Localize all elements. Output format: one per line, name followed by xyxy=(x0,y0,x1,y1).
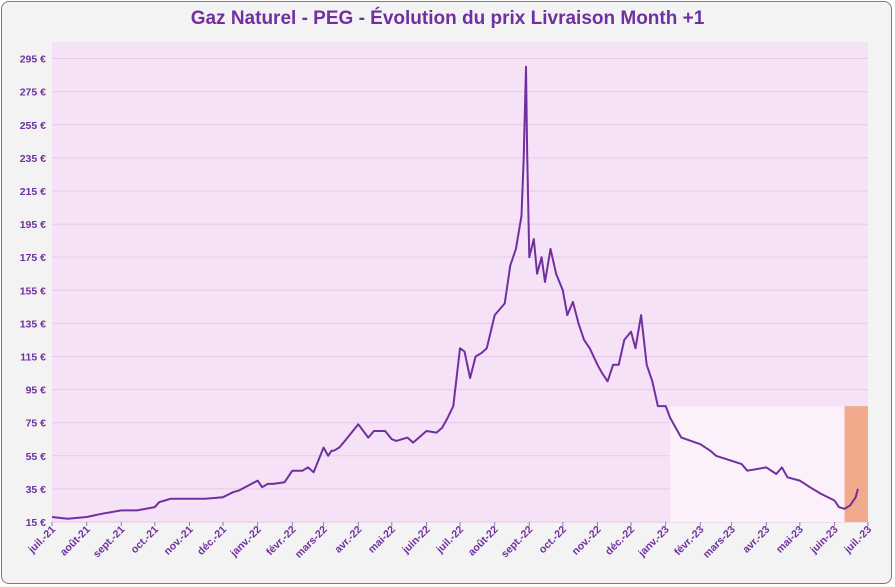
y-tick-label: 35 € xyxy=(26,484,47,496)
y-tick-label: 155 € xyxy=(20,285,46,297)
highlight-regions xyxy=(670,406,868,522)
y-tick-label: 275 € xyxy=(20,87,46,99)
y-tick-label: 115 € xyxy=(20,351,46,363)
x-tick-label: août-22 xyxy=(466,524,501,559)
x-tick-label: janv.-22 xyxy=(228,524,264,560)
x-tick-label: déc.-21 xyxy=(195,524,229,558)
x-tick-label: juin-22 xyxy=(399,524,432,557)
y-tick-label: 175 € xyxy=(20,252,46,264)
x-tick-label: nov.-22 xyxy=(570,524,604,558)
x-tick-label: août-21 xyxy=(58,524,93,559)
x-tick-label: sept.-22 xyxy=(499,524,536,561)
x-tick-label: mai-22 xyxy=(366,524,398,556)
y-tick-label: 295 € xyxy=(20,54,46,66)
y-tick-label: 55 € xyxy=(26,451,47,463)
x-tick-label: oct.-22 xyxy=(537,524,570,557)
x-tick-label: juin-23 xyxy=(807,524,840,557)
price-line xyxy=(51,65,859,520)
y-axis-ticks: 15 € 35 € 55 € 75 € 95 € 115 € 135 € 155 € 175 €… xyxy=(20,54,46,529)
y-tick-label: 215 € xyxy=(20,186,46,198)
x-tick-label: juil.-23 xyxy=(841,524,874,557)
y-tick-label: 235 € xyxy=(20,153,46,165)
x-tick-label: avr.-22 xyxy=(332,524,364,556)
y-tick-label: 195 € xyxy=(20,219,46,231)
y-tick-label: 75 € xyxy=(26,418,47,430)
x-tick-label: oct.-21 xyxy=(129,524,162,557)
y-tick-label: 15 € xyxy=(26,517,47,529)
y-tick-label: 255 € xyxy=(20,120,46,132)
x-tick-label: mars-22 xyxy=(293,524,330,561)
x-tick-label: mars-23 xyxy=(701,524,738,561)
x-tick-label: avr.-23 xyxy=(740,524,772,556)
y-tick-label: 95 € xyxy=(26,385,47,397)
x-tick-label: nov.-21 xyxy=(162,524,196,558)
shaded-region xyxy=(670,406,845,522)
chart-title: Gaz Naturel - PEG - Évolution du prix Li… xyxy=(190,8,705,29)
x-tick-label: mai-23 xyxy=(774,524,806,556)
x-tick-label: juil.-22 xyxy=(433,524,466,557)
x-tick-label: janv.-23 xyxy=(636,524,672,560)
shaded-region xyxy=(844,406,868,522)
x-tick-label: déc.-22 xyxy=(603,524,637,558)
x-tick-label: sept.-21 xyxy=(91,524,128,561)
y-tick-label: 135 € xyxy=(20,318,46,330)
